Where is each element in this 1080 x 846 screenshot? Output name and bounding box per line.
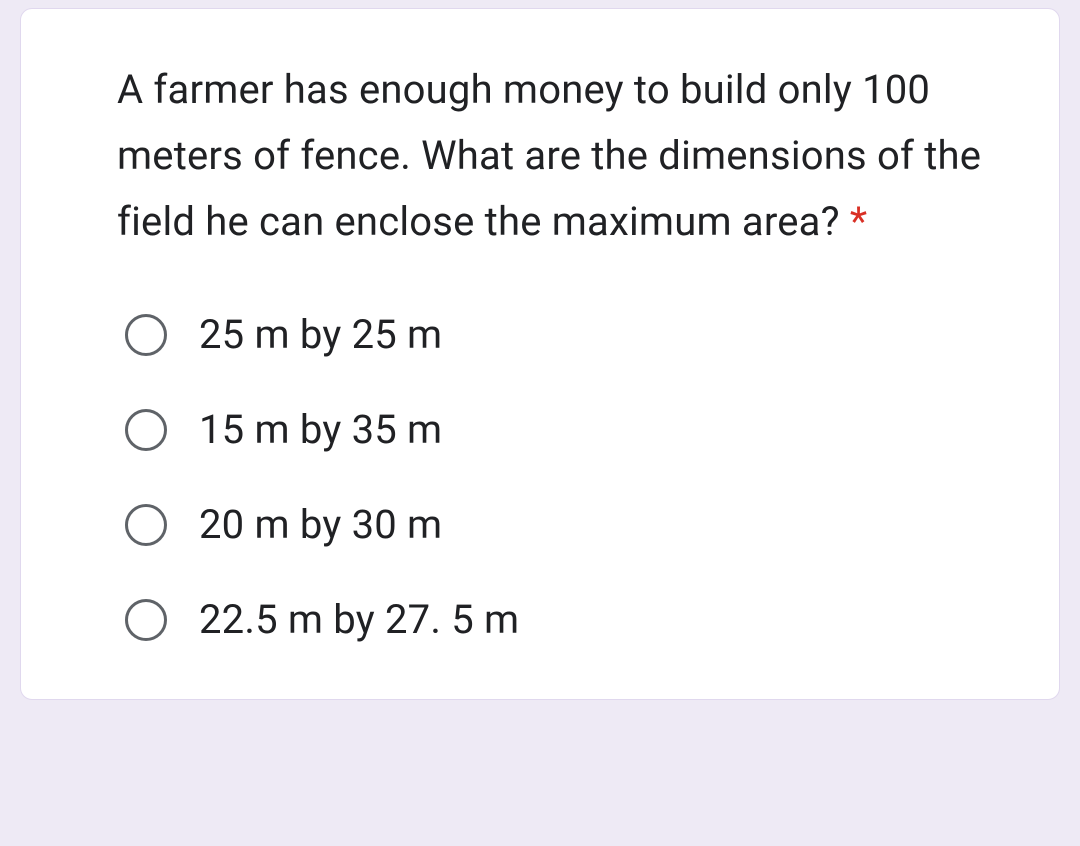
options-group: 25 m by 25 m 15 m by 35 m 20 m by 30 m 2… bbox=[117, 311, 987, 643]
option-label: 15 m by 35 m bbox=[199, 406, 442, 453]
question-text: A farmer has enough money to build only … bbox=[117, 57, 987, 255]
option-row-3[interactable]: 22.5 m by 27. 5 m bbox=[125, 596, 987, 643]
option-label: 25 m by 25 m bbox=[199, 311, 442, 358]
radio-icon[interactable] bbox=[125, 409, 167, 451]
radio-icon[interactable] bbox=[125, 599, 167, 641]
required-asterisk: * bbox=[850, 198, 867, 245]
option-label: 20 m by 30 m bbox=[199, 501, 442, 548]
option-row-0[interactable]: 25 m by 25 m bbox=[125, 311, 987, 358]
option-label: 22.5 m by 27. 5 m bbox=[199, 596, 519, 643]
radio-icon[interactable] bbox=[125, 504, 167, 546]
question-card: A farmer has enough money to build only … bbox=[20, 8, 1060, 700]
option-row-2[interactable]: 20 m by 30 m bbox=[125, 501, 987, 548]
radio-icon[interactable] bbox=[125, 314, 167, 356]
option-row-1[interactable]: 15 m by 35 m bbox=[125, 406, 987, 453]
